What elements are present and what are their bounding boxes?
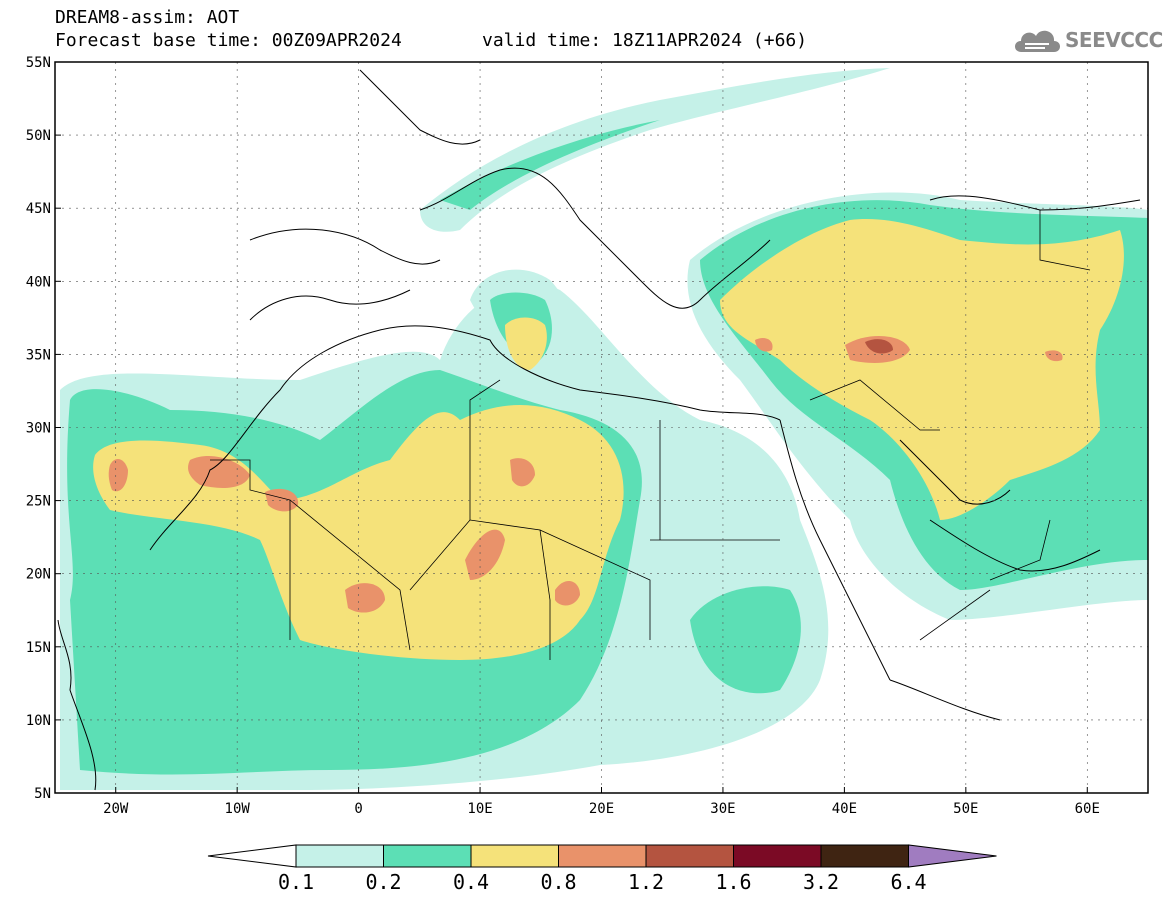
aot-level-1-2: [865, 339, 893, 354]
forecast-base-time: Forecast base time: 00Z09APR2024: [55, 30, 402, 51]
colorbar-segment: [470, 844, 559, 868]
lat-tick-label: 15N: [26, 640, 51, 656]
colorbar-label: 1.6: [715, 870, 751, 894]
lat-tick-label: 35N: [26, 347, 51, 363]
lat-tick-label: 55N: [26, 55, 51, 71]
lat-tick-label: 50N: [26, 128, 51, 144]
colorbar-label: 0.8: [540, 870, 576, 894]
lat-tick-label: 30N: [26, 421, 51, 437]
lat-tick-label: 10N: [26, 713, 51, 729]
seevccc-logo: SEEVCCC: [1011, 22, 1163, 58]
colorbar-segment: [645, 844, 734, 868]
lat-tick-label: 20N: [26, 567, 51, 583]
colorbar-max-arrow: [908, 844, 997, 868]
cloud-icon: [1015, 30, 1060, 52]
valid-time: valid time: 18Z11APR2024 (+66): [482, 30, 808, 51]
colorbar-segment: [733, 844, 822, 868]
map-title: DREAM8-assim: AOT: [55, 7, 240, 28]
lat-tick-label: 45N: [26, 201, 51, 217]
gridlines: [55, 62, 1148, 793]
lon-tick-label: 10W: [225, 801, 251, 817]
colorbar-label: 0.4: [453, 870, 489, 894]
lon-tick-label: 30E: [710, 801, 735, 817]
longitude-labels: 20W 10W 0 10E 20E 30E 40E 50E 60E: [103, 787, 1100, 817]
lat-tick-label: 5N: [34, 786, 51, 802]
colorbar: 0.1 0.2 0.4 0.8 1.2 1.6 3.2 6.4: [207, 844, 997, 894]
colorbar-label: 6.4: [890, 870, 926, 894]
lon-tick-label: 60E: [1075, 801, 1100, 817]
lon-tick-label: 20W: [103, 801, 129, 817]
colorbar-label: 1.2: [628, 870, 664, 894]
colorbar-segment: [820, 844, 909, 868]
colorbar-label: 0.1: [278, 870, 314, 894]
colorbar-label: 3.2: [803, 870, 839, 894]
lon-tick-label: 10E: [467, 801, 492, 817]
lat-tick-label: 40N: [26, 274, 51, 290]
colorbar-segment: [558, 844, 647, 868]
lon-tick-label: 40E: [832, 801, 857, 817]
country-borders: [210, 210, 1091, 660]
logo-text: SEEVCCC: [1065, 28, 1163, 52]
colorbar-label: 0.2: [365, 870, 401, 894]
latitude-labels: 55N 50N 45N 40N 35N 30N 25N 20N 15N 10N 5N: [26, 55, 61, 802]
colorbar-segment: [383, 844, 472, 868]
colorbar-min-arrow: [207, 844, 297, 868]
lon-tick-label: 20E: [589, 801, 614, 817]
lon-tick-label: 0: [354, 801, 362, 817]
lat-tick-label: 25N: [26, 494, 51, 510]
colorbar-segment: [295, 844, 384, 868]
lon-tick-label: 50E: [953, 801, 978, 817]
